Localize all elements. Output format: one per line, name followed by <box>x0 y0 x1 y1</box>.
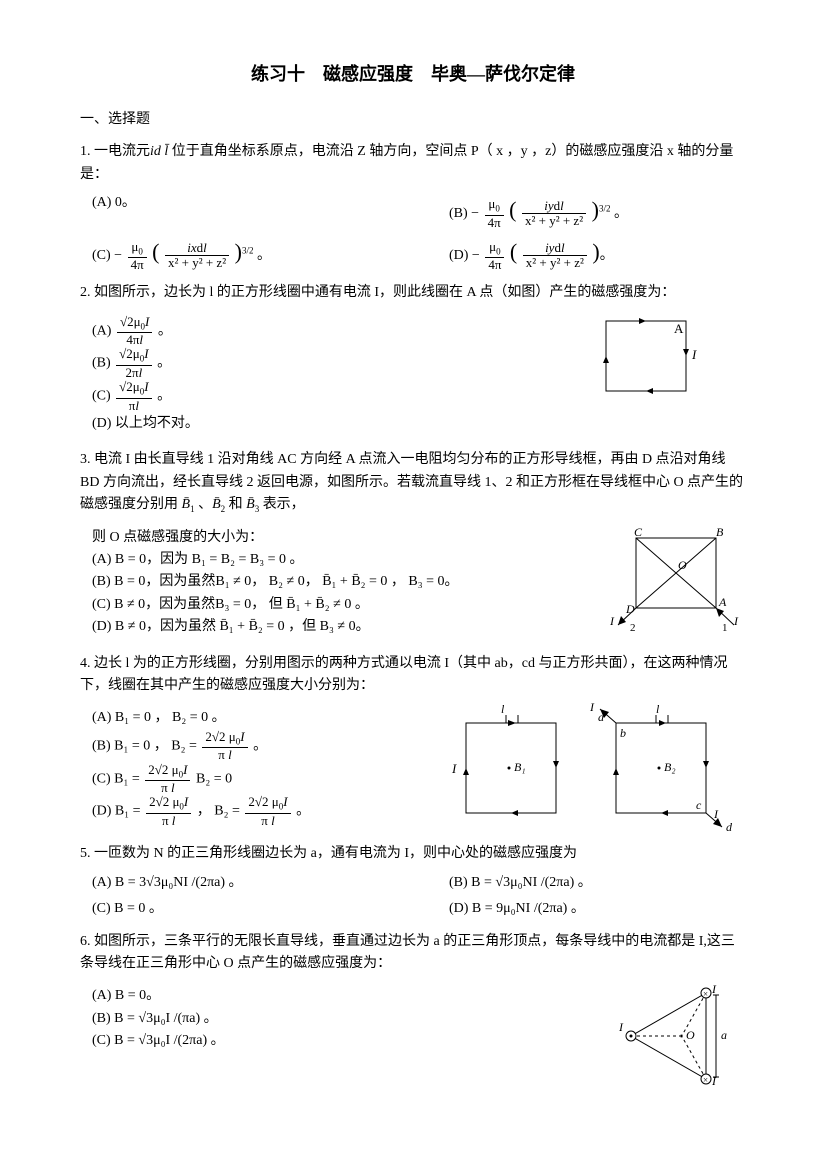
svg-text:C: C <box>634 525 643 539</box>
q6-opt-c: (C) B = √3μ₀I /(2πa) 。 <box>92 1030 604 1052</box>
svg-text:×: × <box>703 1075 708 1085</box>
svg-text:1: 1 <box>722 622 728 634</box>
q3-opt-d: (D) B ≠ 0，因为虽然 B̄₁ + B̄₂ = 0 ，但 B₃ ≠ 0。 <box>92 616 594 638</box>
q1-opt-c: (C) − μ04π ( ixdlx² + y² + z² )3/2 。 <box>92 234 389 272</box>
svg-text:I: I <box>733 614 739 628</box>
svg-text:I: I <box>589 703 595 714</box>
q4-opt-a: (A) B₁ = 0 ， B₂ = 0 。 <box>92 707 434 729</box>
svg-text:c: c <box>696 798 702 812</box>
svg-text:B₁: B₁ <box>514 760 526 774</box>
question-5: 5. 一匝数为 N 的正三角形线圈边长为 a，通有电流为 I，则中心处的磁感应强… <box>80 843 746 865</box>
svg-text:a: a <box>721 1028 727 1042</box>
svg-text:A: A <box>718 595 727 609</box>
q4-opt-b: (B) B₁ = 0 ， B₂ = 2√2 μ0Iπ l 。 <box>92 730 434 763</box>
svg-text:O: O <box>686 1028 695 1042</box>
q3-opt-c: (C) B ≠ 0，因为虽然B₃ = 0， 但 B̄₁ + B̄₂ ≠ 0 。 <box>92 594 594 616</box>
svg-text:2: 2 <box>630 622 636 634</box>
q4-opt-c: (C) B₁ = 2√2 μ0Iπ l B₂ = 0 <box>92 763 434 796</box>
page-title: 练习十 磁感应强度 毕奥—萨伐尔定律 <box>80 60 746 89</box>
q5-opt-d: (D) B = 9μ₀NI /(2πa) 。 <box>449 898 746 920</box>
q3-options: 则 O 点磁感强度的大小为： (A) B = 0，因为 B₁ = B₂ = B₃… <box>92 527 594 639</box>
q2-opt-b: (B) √2μ0I2πl 。 <box>92 347 584 380</box>
svg-text:l: l <box>656 703 660 716</box>
q2-options: (A) √2μ0I4πl 。 (B) √2μ0I2πl 。 (C) √2μ0Iπ… <box>92 315 584 436</box>
svg-text:I: I <box>711 982 717 996</box>
q1-mid: 位于直角坐标系原点，电流沿 Z 轴方向，空间点 P（ x ，y ，z）的磁感应强… <box>80 144 733 181</box>
svg-text:I: I <box>451 761 457 776</box>
question-3: 3. 电流 I 由长直导线 1 沿对角线 AC 方向经 A 点流入一电阻均匀分布… <box>80 449 746 516</box>
svg-text:b: b <box>620 726 626 740</box>
q3-line2: 则 O 点磁感强度的大小为： <box>92 527 594 549</box>
svg-text:D: D <box>625 602 635 616</box>
q2-figure: A I <box>596 311 706 411</box>
q2-opt-c: (C) √2μ0Iπl 。 <box>92 380 584 413</box>
question-2: 2. 如图所示，边长为 l 的正方形线圈中通有电流 I，则此线圈在 A 点（如图… <box>80 282 746 304</box>
question-6: 6. 如图所示，三条平行的无限长直导线，垂直通过边长为 a 的正三角形顶点，每条… <box>80 931 746 976</box>
q5-opt-b: (B) B = √3μ₀NI /(2πa) 。 <box>449 872 746 894</box>
q2-label-i: I <box>691 347 697 362</box>
svg-text:×: × <box>703 989 708 999</box>
q1-text: 1. 一电流元 <box>80 144 150 159</box>
section-heading: 一、选择题 <box>80 109 746 131</box>
q1-opt-d: (D) − μ04π ( iydlx² + y² + z² )。 <box>449 234 746 272</box>
q2-opt-a: (A) √2μ0I4πl 。 <box>92 315 584 348</box>
q1-opt-a: (A) 0。 <box>92 192 389 230</box>
svg-text:I: I <box>618 1020 624 1034</box>
q5-opt-c: (C) B = 0 。 <box>92 898 389 920</box>
q6-options: (A) B = 0。 (B) B = √3μ₀I /(πa) 。 (C) B =… <box>92 985 604 1052</box>
svg-text:l: l <box>501 703 505 716</box>
svg-text:B₂: B₂ <box>664 760 676 774</box>
q3-opt-a: (A) B = 0，因为 B₁ = B₂ = B₃ = 0 。 <box>92 549 594 571</box>
svg-text:I: I <box>609 614 615 628</box>
q5-options: (A) B = 3√3μ₀NI /(2πa) 。 (B) B = √3μ₀NI … <box>92 872 746 921</box>
q3-opt-b: (B) B = 0，因为虽然B₁ ≠ 0， B₂ ≠ 0， B̄₁ + B̄₂ … <box>92 571 594 593</box>
question-4: 4. 边长 l 为的正方形线圈，分别用图示的两种方式通以电流 I（其中 ab，c… <box>80 653 746 698</box>
q2-opt-d: (D) 以上均不对。 <box>92 413 584 435</box>
question-1: 1. 一电流元id l̄ 位于直角坐标系原点，电流沿 Z 轴方向，空间点 P（ … <box>80 141 746 186</box>
svg-text:a: a <box>598 710 604 724</box>
q6-opt-a: (A) B = 0。 <box>92 985 604 1007</box>
q6-opt-b: (B) B = √3μ₀I /(πa) 。 <box>92 1008 604 1030</box>
q1-opt-b: (B) − μ04π ( iydlx² + y² + z² )3/2 。 <box>449 192 746 230</box>
svg-text:d: d <box>726 820 733 833</box>
svg-text:O: O <box>678 558 687 572</box>
q5-opt-a: (A) B = 3√3μ₀NI /(2πa) 。 <box>92 872 389 894</box>
q1-options: (A) 0。 (B) − μ04π ( iydlx² + y² + z² )3/… <box>92 192 746 272</box>
svg-text:B: B <box>716 525 724 539</box>
q2-label-a: A <box>674 321 684 336</box>
q4-opt-d: (D) B₁ = 2√2 μ0Iπ l ， B₂ = 2√2 μ0Iπ l 。 <box>92 795 434 828</box>
q6-figure: × × I I I O a <box>616 981 746 1091</box>
q3-figure: C B D A O I 2 1 I <box>606 523 746 643</box>
q4-options: (A) B₁ = 0 ， B₂ = 0 。 (B) B₁ = 0 ， B₂ = … <box>92 707 434 828</box>
q4-figure: l I B₁ l a b c d B₂ I I <box>446 703 746 833</box>
